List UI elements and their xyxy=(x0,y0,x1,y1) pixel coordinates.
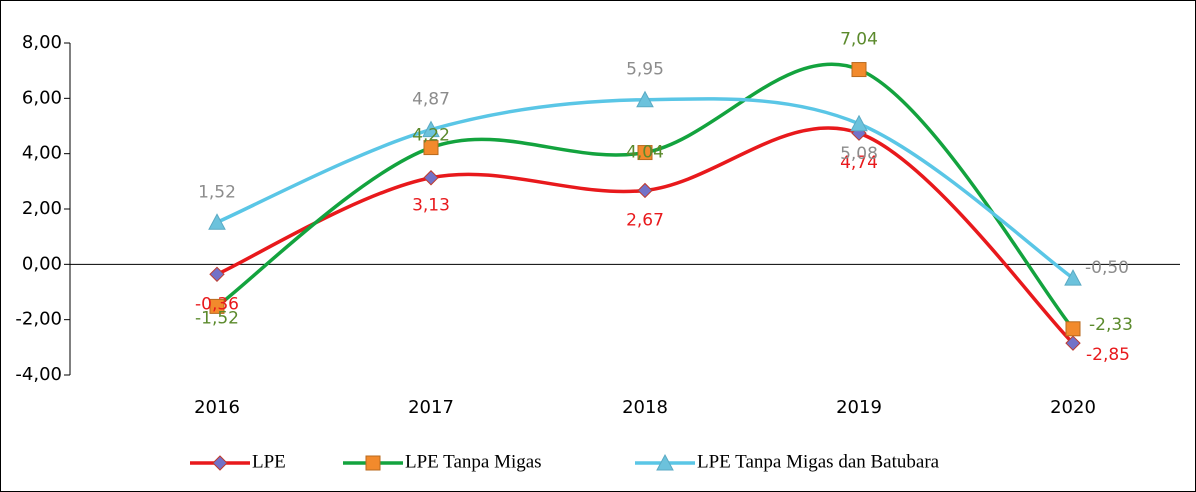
data-label: -1,52 xyxy=(195,308,239,328)
x-tick-label: 2019 xyxy=(836,397,882,418)
data-label: 1,52 xyxy=(198,182,236,202)
data-label: 4,74 xyxy=(840,153,878,173)
data-label: 4,22 xyxy=(412,126,450,146)
data-label: -2,85 xyxy=(1086,345,1130,365)
point-marker xyxy=(637,182,653,199)
data-label: 4,87 xyxy=(412,90,450,110)
y-tick-label: 0,00 xyxy=(22,253,62,274)
series-line xyxy=(216,126,1075,345)
x-tick-label: 2016 xyxy=(194,397,240,418)
legend-label: LPE Tanpa Migas dan Batubara xyxy=(697,451,940,472)
legend-marker xyxy=(365,455,381,471)
y-tick-label: -2,00 xyxy=(15,309,62,330)
data-label: 4,04 xyxy=(626,143,664,163)
point-marker xyxy=(851,62,867,78)
x-tick-label: 2020 xyxy=(1050,397,1096,418)
x-tick-label: 2017 xyxy=(408,397,454,418)
point-marker xyxy=(1065,335,1081,351)
point-marker xyxy=(637,145,653,161)
data-label: 5,08 xyxy=(840,144,878,164)
legend-label: LPE Tanpa Migas xyxy=(405,451,542,472)
point-marker xyxy=(636,90,654,108)
y-tick-label: 2,00 xyxy=(22,198,62,219)
legend-marker xyxy=(656,453,674,471)
point-marker xyxy=(1065,321,1081,337)
y-tick-label: -4,00 xyxy=(15,364,62,385)
data-label: -2,33 xyxy=(1089,315,1133,335)
legend-marker xyxy=(212,455,228,471)
y-tick-label: 4,00 xyxy=(22,143,62,164)
data-label: 7,04 xyxy=(840,30,878,50)
data-label: 3,13 xyxy=(412,196,450,216)
point-marker xyxy=(209,298,225,314)
legend-label: LPE xyxy=(252,451,286,472)
point-marker xyxy=(423,140,439,156)
point-marker xyxy=(423,170,439,186)
data-label: 5,95 xyxy=(626,60,664,80)
x-tick-label: 2018 xyxy=(622,397,668,418)
point-marker xyxy=(422,120,440,138)
data-label: -0,36 xyxy=(195,294,239,314)
point-marker xyxy=(850,114,868,132)
y-tick-label: 6,00 xyxy=(22,87,62,108)
point-marker xyxy=(208,213,226,230)
data-label: -0,50 xyxy=(1085,258,1129,278)
point-marker xyxy=(1064,269,1082,286)
point-marker xyxy=(209,266,225,283)
y-tick-label: 8,00 xyxy=(22,32,62,53)
data-label: 2,67 xyxy=(626,210,664,230)
